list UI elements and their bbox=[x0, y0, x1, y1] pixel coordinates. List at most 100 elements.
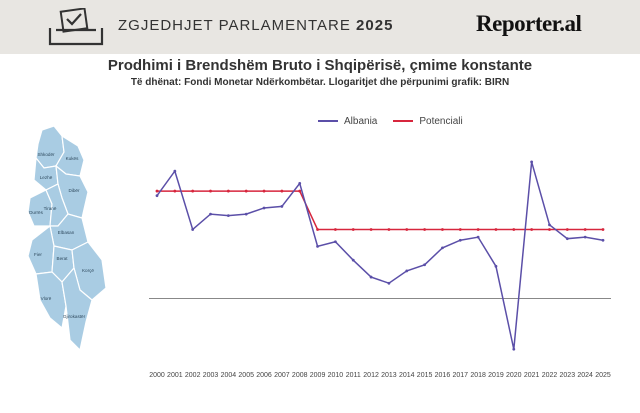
data-point-albania bbox=[423, 263, 426, 267]
map-label: Vlorë bbox=[41, 296, 52, 301]
map-label: Durrës bbox=[29, 210, 43, 215]
data-point-albania bbox=[226, 214, 230, 218]
data-point-albania bbox=[601, 238, 605, 242]
x-tick-label: 2023 bbox=[560, 372, 576, 379]
data-point-albania bbox=[280, 205, 284, 208]
data-point-potenciali bbox=[191, 189, 195, 193]
data-point-potenciali bbox=[494, 228, 498, 231]
data-point-albania bbox=[155, 194, 159, 198]
x-tick-label: 2003 bbox=[203, 372, 219, 379]
data-point-albania bbox=[351, 258, 355, 262]
x-tick-label: 2016 bbox=[435, 372, 451, 379]
data-point-potenciali bbox=[423, 228, 426, 231]
map-label: Korçë bbox=[82, 268, 94, 273]
x-tick-label: 2008 bbox=[292, 372, 308, 379]
legend-item-albania: Albania bbox=[318, 116, 377, 127]
data-point-potenciali bbox=[512, 228, 516, 231]
x-tick-label: 2025 bbox=[595, 372, 611, 379]
data-point-potenciali bbox=[244, 189, 248, 193]
data-point-potenciali bbox=[548, 228, 551, 231]
header-banner: ZGJEDHJET PARLAMENTARE 2025 Reporter.al bbox=[0, 0, 640, 54]
x-tick-label: 2007 bbox=[274, 372, 290, 379]
data-point-potenciali bbox=[280, 189, 284, 193]
x-tick-label: 2009 bbox=[310, 372, 326, 379]
x-tick-label: 2014 bbox=[399, 372, 415, 379]
map-label: Shkodër bbox=[37, 152, 55, 157]
map-label: Fier bbox=[34, 252, 42, 257]
election-title: ZGJEDHJET PARLAMENTARE 2025 bbox=[118, 17, 393, 34]
chart-title: Prodhimi i Brendshëm Bruto i Shqipërisë,… bbox=[107, 57, 533, 74]
data-point-potenciali bbox=[369, 228, 373, 231]
data-point-potenciali bbox=[155, 189, 159, 193]
ballot-box-icon bbox=[48, 8, 104, 46]
data-point-albania bbox=[530, 160, 534, 164]
data-point-albania bbox=[476, 235, 480, 239]
legend-label: Potenciali bbox=[419, 115, 463, 127]
map-region bbox=[61, 266, 93, 352]
data-point-albania bbox=[316, 244, 319, 248]
data-point-potenciali bbox=[387, 228, 391, 231]
series-line-potenciali bbox=[157, 190, 603, 231]
data-point-albania bbox=[387, 281, 391, 285]
map-label: Elbasan bbox=[58, 230, 75, 235]
data-point-albania bbox=[298, 181, 302, 185]
data-point-albania bbox=[583, 235, 587, 239]
chart-subtitle: Të dhënat: Fondi Monetar Ndërkombëtar. L… bbox=[130, 77, 510, 88]
data-point-potenciali bbox=[262, 189, 266, 193]
data-point-potenciali bbox=[583, 228, 587, 231]
data-point-potenciali bbox=[351, 228, 355, 231]
data-point-potenciali bbox=[298, 189, 302, 193]
data-point-potenciali bbox=[173, 189, 177, 193]
data-point-potenciali bbox=[226, 189, 230, 193]
x-tick-label: 2001 bbox=[167, 372, 183, 379]
map-label: Lezhë bbox=[40, 175, 53, 180]
x-tick-label: 2004 bbox=[221, 372, 237, 379]
data-point-potenciali bbox=[209, 189, 212, 193]
map-label: Berat bbox=[57, 256, 69, 261]
x-tick-label: 2024 bbox=[577, 372, 593, 379]
x-tick-label: 2021 bbox=[524, 372, 540, 379]
data-point-potenciali bbox=[530, 228, 534, 231]
map-label: Dibër bbox=[69, 188, 80, 193]
x-tick-label: 2010 bbox=[328, 372, 344, 379]
map-region bbox=[35, 271, 67, 330]
data-point-potenciali bbox=[458, 228, 462, 231]
x-tick-label: 2015 bbox=[417, 372, 433, 379]
data-point-albania bbox=[244, 212, 248, 216]
reporter-logo[interactable]: Reporter.al bbox=[476, 11, 582, 36]
legend-item-potenciali: Potenciali bbox=[393, 115, 463, 127]
data-point-potenciali bbox=[565, 228, 569, 231]
data-point-albania bbox=[405, 269, 409, 273]
data-point-albania bbox=[209, 212, 212, 216]
data-point-albania bbox=[458, 238, 462, 242]
x-tick-label: 2002 bbox=[185, 372, 201, 379]
x-tick-label: 2000 bbox=[149, 372, 165, 379]
x-tick-label: 2012 bbox=[363, 372, 379, 379]
x-tick-label: 2005 bbox=[238, 372, 254, 379]
x-tick-label: 2013 bbox=[381, 372, 397, 379]
map-label: Kukës bbox=[66, 156, 79, 161]
data-point-potenciali bbox=[316, 228, 319, 231]
legend-swatch bbox=[393, 120, 414, 122]
legend-swatch bbox=[318, 120, 338, 122]
legend-label: Albania bbox=[344, 115, 378, 127]
x-tick-label: 2020 bbox=[506, 372, 522, 379]
data-point-albania bbox=[262, 206, 266, 210]
map-label: Tiranë bbox=[44, 206, 57, 211]
x-tick-label: 2018 bbox=[470, 372, 486, 379]
data-point-albania bbox=[173, 169, 177, 173]
map-region bbox=[27, 224, 55, 275]
election-title-text: ZGJEDHJET PARLAMENTARE bbox=[118, 17, 351, 34]
data-point-potenciali bbox=[441, 228, 444, 231]
data-point-albania bbox=[548, 223, 551, 227]
x-tick-label: 2022 bbox=[542, 372, 558, 379]
x-tick-label: 2011 bbox=[346, 372, 361, 379]
data-point-potenciali bbox=[405, 228, 409, 231]
x-tick-label: 2017 bbox=[452, 372, 468, 379]
election-year: 2025 bbox=[356, 17, 394, 34]
data-point-potenciali bbox=[476, 228, 480, 231]
data-point-albania bbox=[494, 264, 498, 268]
data-point-albania bbox=[441, 246, 444, 250]
